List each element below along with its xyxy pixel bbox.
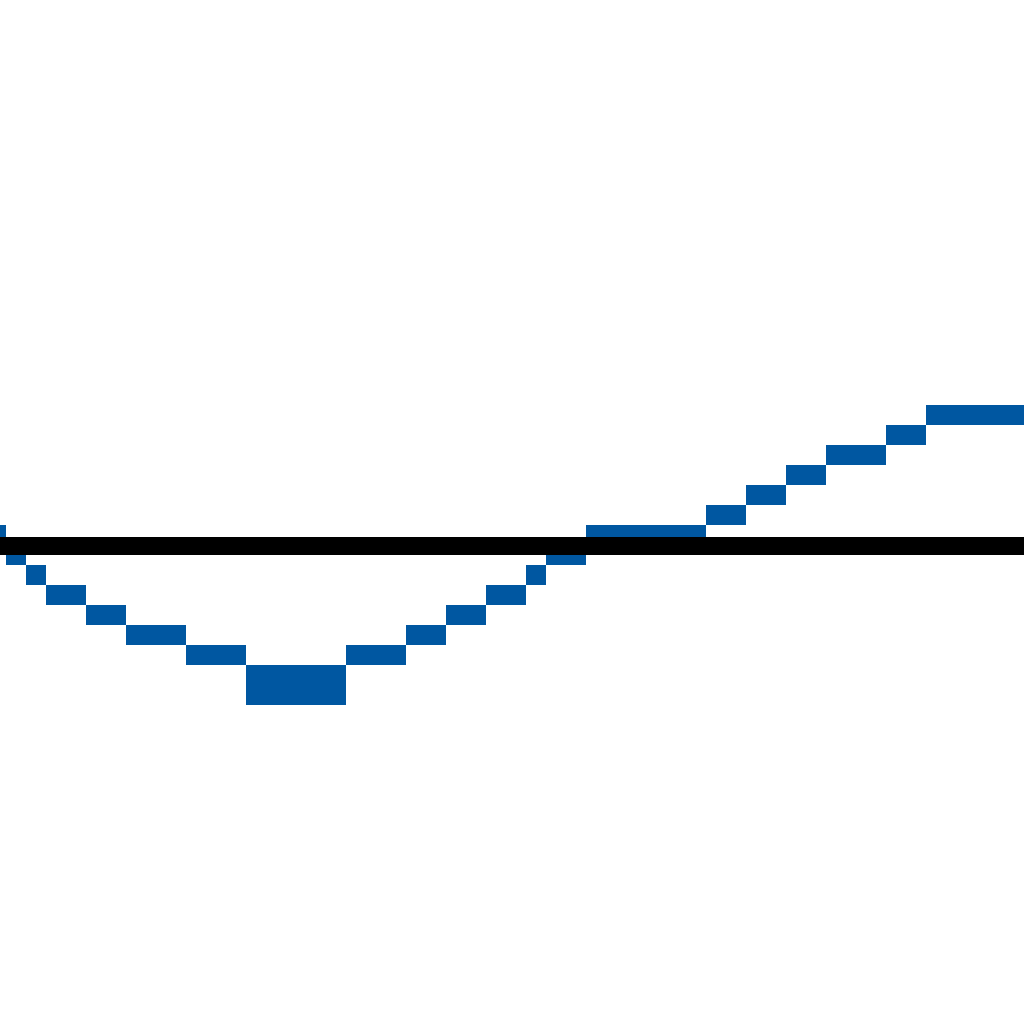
series-1-point [326, 665, 346, 685]
series-1-point [526, 565, 546, 585]
series-1-point [126, 625, 146, 645]
series-1-point [886, 425, 906, 445]
baseline-layer [0, 537, 1024, 555]
series-1-point [206, 645, 226, 665]
series-1-point [146, 625, 166, 645]
series-1-point [266, 665, 286, 685]
series-1-point [466, 605, 486, 625]
series-2-point [326, 685, 346, 705]
series-1-point [46, 585, 66, 605]
series-1-point [486, 585, 506, 605]
series-1-point [346, 645, 366, 665]
series-1-point [186, 645, 206, 665]
series-1-point [446, 605, 466, 625]
series-1-point [86, 605, 106, 625]
series-1-point [26, 565, 46, 585]
series-2-point [266, 685, 286, 705]
series-1-point [166, 625, 186, 645]
series-1-point [766, 485, 786, 505]
series-1-point [746, 485, 766, 505]
series-1-point [866, 445, 886, 465]
series-2-point [306, 685, 326, 705]
series-1-point [726, 505, 746, 525]
series-1-point [806, 465, 826, 485]
series-1-point [906, 425, 926, 445]
series-1-point [986, 405, 1024, 425]
series-1-point [786, 465, 806, 485]
series-1-point [286, 665, 306, 685]
series-2-point [246, 685, 266, 705]
series-1-point [0, 525, 6, 545]
zero-baseline [0, 537, 1024, 555]
series-1-point [966, 405, 986, 425]
series-1-point [426, 625, 446, 645]
series-1-point [106, 605, 126, 625]
series-1-point [246, 665, 266, 685]
series-1-point [406, 625, 426, 645]
series-1-point [846, 445, 866, 465]
series-1-point [66, 585, 86, 605]
series-1-point [366, 645, 386, 665]
series-1-point [826, 445, 846, 465]
series-1-point [706, 505, 726, 525]
series-1-point [306, 665, 326, 685]
series-2-point [286, 685, 306, 705]
series-1-point [946, 405, 966, 425]
series-1-point [386, 645, 406, 665]
series-layer [0, 405, 1024, 705]
series-1-point [926, 405, 946, 425]
series-1-point [226, 645, 246, 665]
series-1-point [506, 585, 526, 605]
